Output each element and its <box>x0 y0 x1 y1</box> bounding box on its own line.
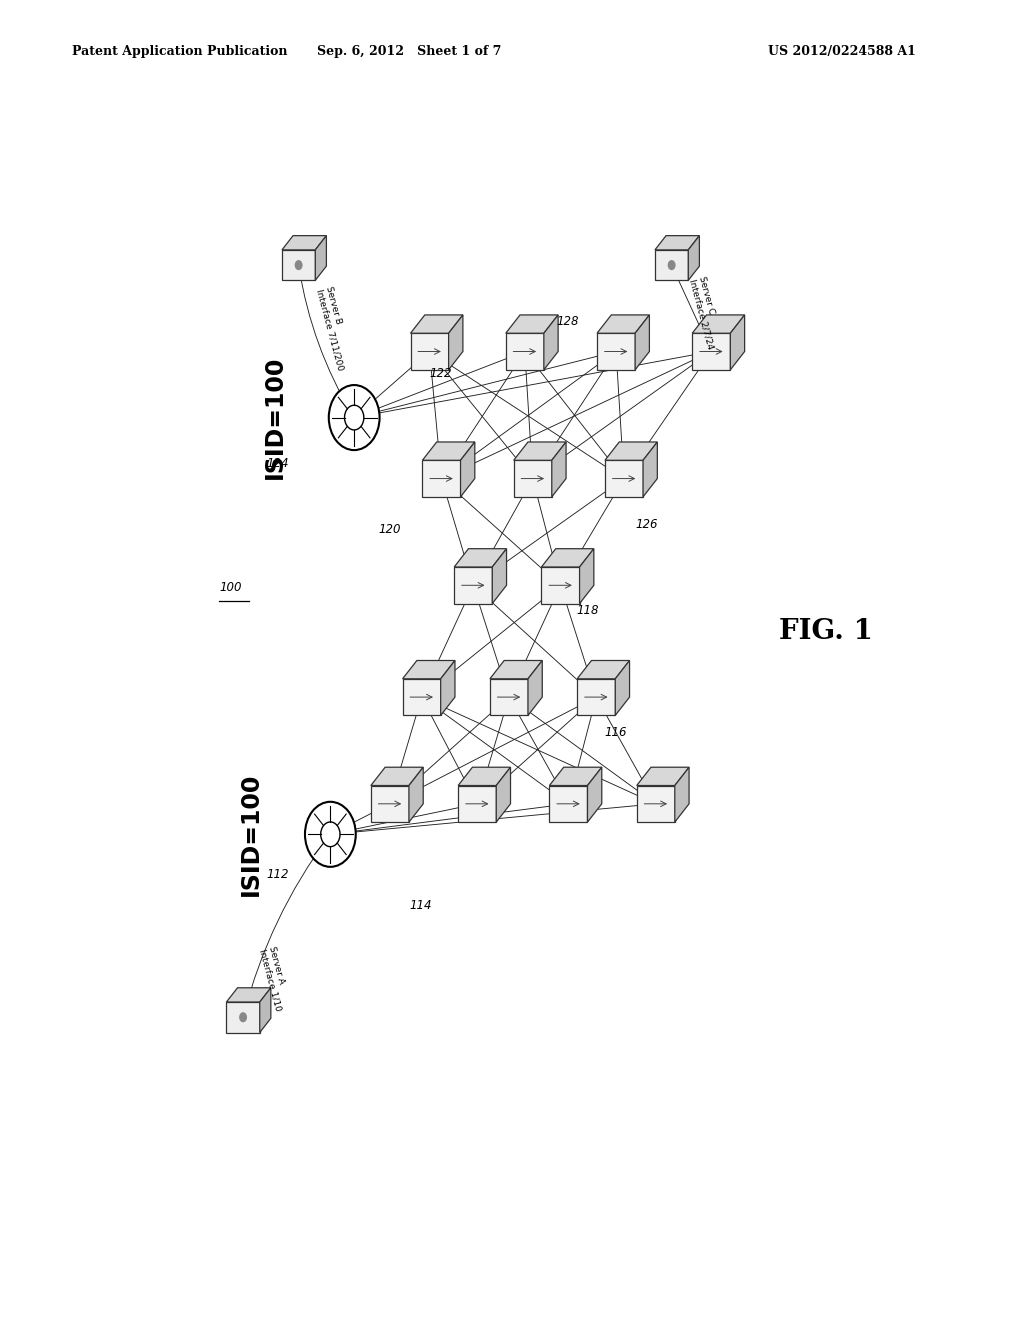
Polygon shape <box>282 249 315 280</box>
Text: Server B
Interface 7/11/200: Server B Interface 7/11/200 <box>314 285 355 372</box>
Polygon shape <box>226 1002 260 1032</box>
Polygon shape <box>655 249 688 280</box>
Polygon shape <box>461 442 475 496</box>
Polygon shape <box>544 315 558 370</box>
Polygon shape <box>578 678 615 715</box>
Text: 124: 124 <box>267 457 290 470</box>
Polygon shape <box>643 442 657 496</box>
Polygon shape <box>489 678 528 715</box>
Polygon shape <box>489 660 543 678</box>
Polygon shape <box>605 461 643 496</box>
Text: 100: 100 <box>219 581 242 594</box>
Text: 128: 128 <box>557 314 579 327</box>
Polygon shape <box>402 660 455 678</box>
Polygon shape <box>440 660 455 715</box>
Text: 116: 116 <box>604 726 627 739</box>
Polygon shape <box>550 767 602 785</box>
Polygon shape <box>449 315 463 370</box>
Text: 114: 114 <box>410 899 432 912</box>
Circle shape <box>305 801 355 867</box>
Polygon shape <box>692 333 730 370</box>
Polygon shape <box>550 785 588 822</box>
Polygon shape <box>260 987 270 1032</box>
Text: ISID=100: ISID=100 <box>239 772 263 896</box>
Polygon shape <box>578 660 630 678</box>
Polygon shape <box>597 315 649 333</box>
Polygon shape <box>637 767 689 785</box>
Polygon shape <box>458 785 497 822</box>
Polygon shape <box>637 785 675 822</box>
Text: 126: 126 <box>636 517 658 531</box>
Text: 112: 112 <box>267 869 290 882</box>
Circle shape <box>344 405 364 430</box>
Text: ISID=100: ISID=100 <box>263 356 287 479</box>
Polygon shape <box>580 549 594 603</box>
Polygon shape <box>411 315 463 333</box>
Polygon shape <box>423 442 475 461</box>
Polygon shape <box>402 678 440 715</box>
Polygon shape <box>455 568 493 603</box>
Polygon shape <box>493 549 507 603</box>
Polygon shape <box>688 236 699 280</box>
Polygon shape <box>315 236 327 280</box>
Polygon shape <box>497 767 511 822</box>
Polygon shape <box>542 568 580 603</box>
Polygon shape <box>506 333 544 370</box>
Polygon shape <box>542 549 594 568</box>
Text: 120: 120 <box>378 523 400 536</box>
Polygon shape <box>730 315 744 370</box>
Text: Sep. 6, 2012   Sheet 1 of 7: Sep. 6, 2012 Sheet 1 of 7 <box>317 45 502 58</box>
Circle shape <box>329 385 380 450</box>
Polygon shape <box>655 236 699 249</box>
Polygon shape <box>635 315 649 370</box>
Polygon shape <box>588 767 602 822</box>
Text: US 2012/0224588 A1: US 2012/0224588 A1 <box>768 45 915 58</box>
Polygon shape <box>528 660 543 715</box>
Polygon shape <box>605 442 657 461</box>
Text: Patent Application Publication: Patent Application Publication <box>72 45 287 58</box>
Polygon shape <box>514 461 552 496</box>
Circle shape <box>240 1012 247 1022</box>
Polygon shape <box>371 785 409 822</box>
Circle shape <box>668 260 676 271</box>
Polygon shape <box>514 442 566 461</box>
Polygon shape <box>455 549 507 568</box>
Text: Server A
Interface 1/10: Server A Interface 1/10 <box>257 945 293 1012</box>
Polygon shape <box>458 767 511 785</box>
Text: 118: 118 <box>577 605 599 618</box>
Polygon shape <box>411 333 449 370</box>
Circle shape <box>321 822 340 846</box>
Polygon shape <box>675 767 689 822</box>
Polygon shape <box>409 767 423 822</box>
Polygon shape <box>423 461 461 496</box>
Text: FIG. 1: FIG. 1 <box>779 618 873 644</box>
Polygon shape <box>692 315 744 333</box>
Polygon shape <box>552 442 566 496</box>
Polygon shape <box>597 333 635 370</box>
Polygon shape <box>371 767 423 785</box>
Circle shape <box>295 260 303 271</box>
Polygon shape <box>282 236 327 249</box>
Polygon shape <box>506 315 558 333</box>
Text: 122: 122 <box>430 367 452 380</box>
Polygon shape <box>226 987 270 1002</box>
Polygon shape <box>615 660 630 715</box>
Text: Server C
Interface 2/7/24: Server C Interface 2/7/24 <box>687 276 725 350</box>
